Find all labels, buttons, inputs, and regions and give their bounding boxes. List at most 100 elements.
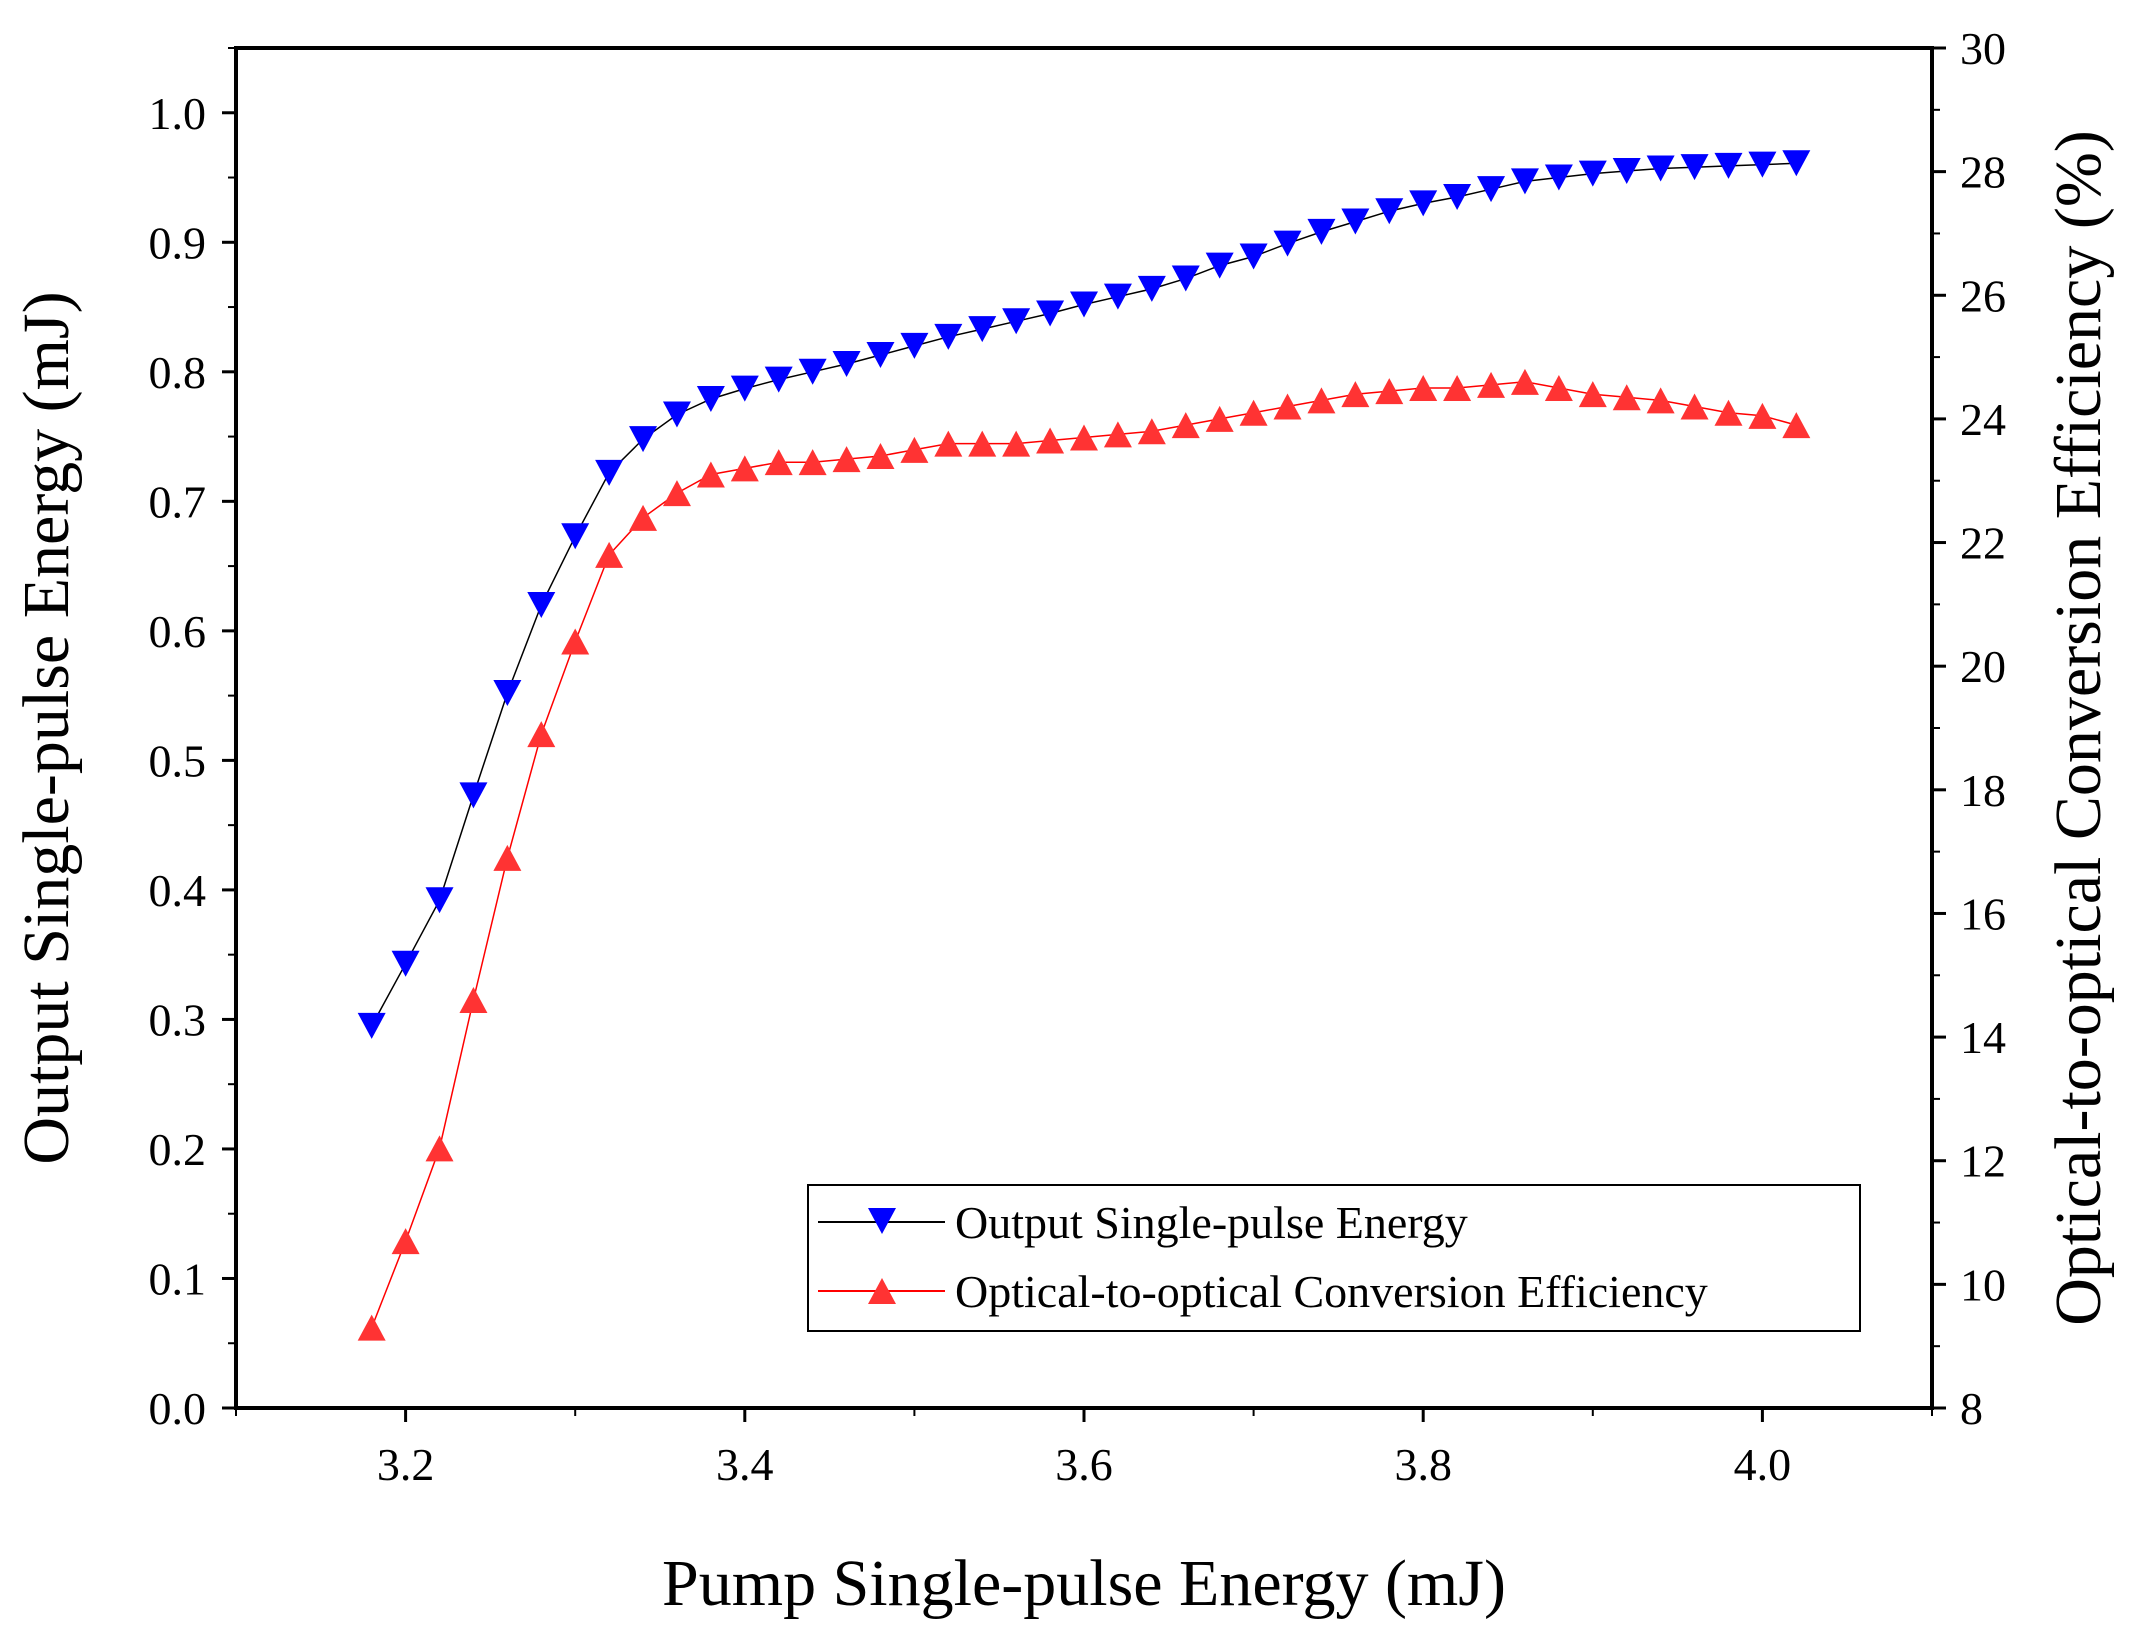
data-point bbox=[1443, 375, 1472, 401]
data-point bbox=[1646, 155, 1675, 182]
series-layer bbox=[357, 150, 1811, 1341]
data-point bbox=[764, 449, 793, 476]
data-point bbox=[662, 480, 691, 507]
legend-label-output: Output Single-pulse Energy bbox=[955, 1197, 1468, 1248]
data-point bbox=[1341, 381, 1370, 408]
legend-entry-output: Output Single-pulse Energy bbox=[818, 1197, 1468, 1248]
data-point bbox=[391, 1228, 420, 1255]
data-point bbox=[1748, 151, 1777, 178]
data-point bbox=[900, 332, 929, 359]
y-axis-title: Output Single-pulse Energy (mJ) bbox=[10, 291, 83, 1164]
y2-axis-title: Optical-to-optical Conversion Efficiency… bbox=[2042, 130, 2115, 1326]
data-point bbox=[1782, 150, 1811, 177]
data-point bbox=[1103, 421, 1132, 448]
y-axis-right: 8 10 12 14 16 18 20 22 24 26 28 30 bbox=[1932, 23, 2006, 1434]
data-point bbox=[1137, 418, 1166, 445]
data-point bbox=[561, 523, 590, 550]
data-point bbox=[493, 680, 522, 707]
y-tick-label: 0.1 bbox=[149, 1253, 207, 1304]
data-point bbox=[1578, 381, 1607, 408]
y-tick-label: 0.5 bbox=[149, 735, 207, 786]
series-conversion-efficiency bbox=[357, 368, 1811, 1341]
data-point bbox=[1103, 283, 1132, 310]
data-point bbox=[1544, 164, 1573, 191]
x-tick-label: 3.2 bbox=[377, 1439, 435, 1490]
data-point bbox=[866, 341, 895, 368]
data-point bbox=[1375, 378, 1404, 405]
data-point bbox=[934, 430, 963, 457]
data-point bbox=[696, 461, 725, 488]
x-tick-label: 3.4 bbox=[716, 1439, 774, 1490]
data-point bbox=[1409, 190, 1438, 217]
data-point bbox=[1782, 412, 1811, 439]
x-tick-label: 3.8 bbox=[1394, 1439, 1452, 1490]
data-point bbox=[1680, 154, 1709, 181]
y-tick-label: 0.8 bbox=[149, 347, 207, 398]
data-point bbox=[459, 782, 488, 809]
x-tick-label: 3.6 bbox=[1055, 1439, 1113, 1490]
data-point bbox=[1070, 424, 1098, 451]
data-point bbox=[1443, 183, 1472, 210]
y-tick-label: 0.0 bbox=[149, 1383, 207, 1434]
data-point bbox=[900, 436, 929, 463]
data-point bbox=[357, 1012, 386, 1039]
data-point bbox=[1239, 243, 1268, 270]
data-point bbox=[1307, 218, 1336, 245]
data-point bbox=[595, 541, 624, 568]
data-point bbox=[1714, 152, 1743, 179]
data-point bbox=[629, 426, 658, 453]
y-tick-label: 0.3 bbox=[149, 994, 207, 1045]
data-point bbox=[1307, 387, 1336, 414]
data-point bbox=[629, 504, 658, 531]
data-point bbox=[1578, 160, 1607, 187]
data-point bbox=[1171, 412, 1200, 439]
data-point bbox=[1680, 393, 1709, 420]
y2-tick-label: 16 bbox=[1960, 888, 2006, 939]
y2-tick-label: 18 bbox=[1960, 765, 2006, 816]
data-point bbox=[493, 844, 522, 871]
series-output-energy bbox=[357, 150, 1811, 1039]
data-point bbox=[1137, 275, 1166, 302]
y2-tick-label: 10 bbox=[1960, 1259, 2006, 1310]
y-tick-label: 0.6 bbox=[149, 606, 207, 657]
data-point bbox=[1612, 158, 1641, 185]
data-point bbox=[1510, 368, 1539, 395]
data-point bbox=[527, 591, 556, 618]
data-point bbox=[696, 386, 725, 413]
data-point bbox=[1341, 208, 1370, 235]
data-point bbox=[1409, 375, 1438, 401]
data-point bbox=[1070, 291, 1098, 318]
data-point bbox=[866, 443, 895, 469]
data-point bbox=[1273, 393, 1302, 420]
data-point bbox=[595, 459, 624, 486]
legend-marker-efficiency bbox=[868, 1278, 896, 1304]
data-point bbox=[425, 887, 454, 914]
data-point bbox=[968, 430, 997, 457]
y-tick-label: 0.2 bbox=[149, 1124, 207, 1175]
data-point bbox=[798, 358, 827, 385]
data-point bbox=[1714, 399, 1743, 426]
data-point bbox=[1002, 308, 1031, 335]
data-point bbox=[1510, 168, 1539, 195]
y2-tick-label: 14 bbox=[1960, 1012, 2006, 1063]
data-point bbox=[1477, 371, 1506, 398]
y2-tick-label: 22 bbox=[1960, 518, 2006, 569]
data-point bbox=[1477, 176, 1506, 203]
legend-marker-output bbox=[868, 1208, 896, 1234]
y2-tick-label: 20 bbox=[1960, 641, 2006, 692]
y-axis-left: 0.0 0.1 0.2 0.3 0.4 0.5 0.6 0.7 0.8 0.9 1.0 bbox=[149, 47, 236, 1434]
data-point bbox=[832, 446, 861, 473]
legend-entry-efficiency: Optical-to-optical Conversion Efficiency bbox=[818, 1266, 1708, 1317]
data-point bbox=[1273, 230, 1302, 257]
y2-tick-label: 30 bbox=[1960, 23, 2006, 74]
data-point bbox=[934, 323, 963, 350]
x-axis: 3.2 3.4 3.6 3.8 4.0 bbox=[235, 1408, 1933, 1490]
y-tick-label: 0.9 bbox=[149, 217, 207, 268]
legend-box bbox=[807, 1184, 1861, 1332]
y2-tick-label: 26 bbox=[1960, 270, 2006, 321]
data-point bbox=[391, 950, 420, 977]
data-point bbox=[1205, 405, 1234, 432]
data-point bbox=[1646, 387, 1675, 414]
data-point bbox=[1002, 430, 1031, 457]
